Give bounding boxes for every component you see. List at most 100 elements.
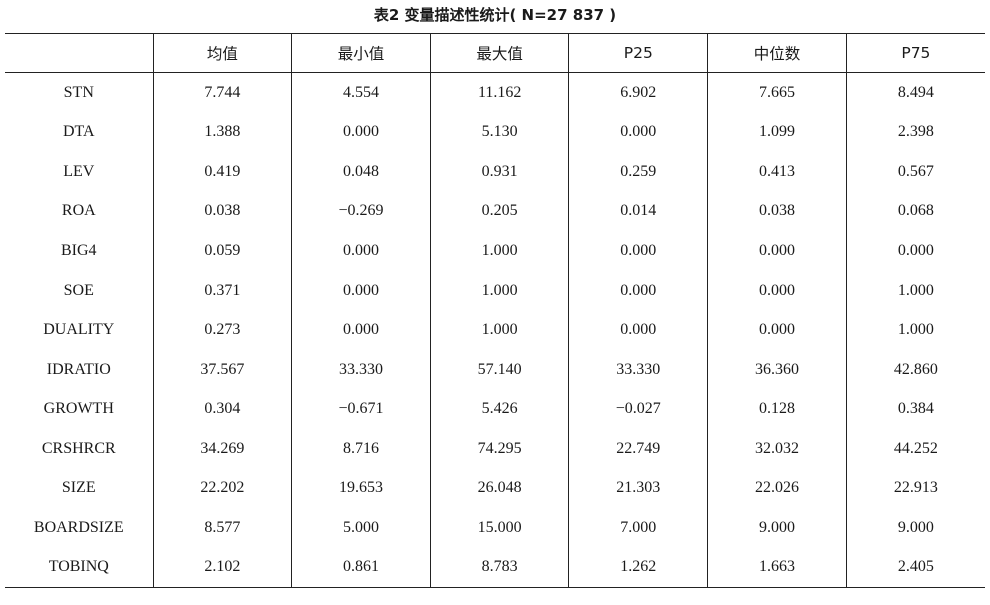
- table-cell: 0.567: [845, 152, 985, 192]
- variable-name-cell: DTA: [62, 123, 95, 141]
- table-cell: 0.861: [291, 547, 431, 589]
- header-cell: P25: [568, 33, 708, 73]
- table-cell: 22.913: [845, 468, 985, 509]
- table-body: STN 7.744 4.554 11.162 6.902 7.665 8.494 DTA 1.3…: [5, 72, 985, 589]
- table-cell: 0.000: [291, 112, 431, 153]
- header-cell: 最小值: [291, 33, 431, 73]
- table-cell: 0.000: [568, 231, 708, 271]
- table-cell: 11.162: [429, 72, 569, 113]
- table-cell: 7.665: [707, 72, 847, 113]
- table-header-row: 均值 最小值 最大值 P25 中位数 P75: [5, 33, 985, 73]
- table-cell: 32.032: [707, 428, 847, 469]
- table-cell: 9.000: [845, 508, 985, 548]
- table-cell: 0.014: [568, 191, 708, 232]
- table-row: DTA 1.388 0.000 5.130 0.000 1.099 2.398: [5, 112, 985, 153]
- table-cell: 8.716: [291, 428, 431, 469]
- table-row: SIZE 22.202 19.653 26.048 21.303 22.026 22.913: [5, 468, 985, 509]
- variable-name-cell: LEV: [63, 162, 95, 180]
- table-cell: 0.000: [707, 231, 847, 271]
- table-cell: 74.295: [429, 428, 569, 469]
- table-cell: 15.000: [429, 508, 569, 548]
- table-cell: 22.749: [568, 428, 708, 469]
- table-cell: 0.000: [291, 270, 431, 311]
- table-row: ROA 0.038 −0.269 0.205 0.014 0.038 0.068: [5, 191, 985, 232]
- table-cell: 21.303: [568, 468, 708, 509]
- table-cell: 1.388: [152, 112, 292, 153]
- table-cell: 1.000: [845, 310, 985, 350]
- table-cell: 22.202: [152, 468, 292, 509]
- table-row: IDRATIO 37.567 33.330 57.140 33.330 36.360 42.…: [5, 349, 985, 390]
- table-cell: 2.405: [845, 547, 985, 589]
- table-cell: 7.000: [568, 508, 708, 548]
- table-cell: 0.000: [707, 270, 847, 311]
- table-cell: 7.744: [152, 72, 292, 113]
- table-cell: 0.000: [568, 310, 708, 350]
- table-cell: 4.554: [291, 72, 431, 113]
- variable-name-cell: DUALITY: [43, 321, 115, 339]
- variable-name-cell: ROA: [61, 202, 96, 220]
- table-cell: 0.000: [568, 112, 708, 153]
- table-cell: 0.038: [707, 191, 847, 232]
- table-cell: 1.000: [429, 270, 569, 311]
- table-cell: 0.048: [291, 152, 431, 192]
- table-cell: 0.304: [152, 389, 292, 429]
- table-cell: 1.000: [845, 270, 985, 311]
- table-row: SOE 0.371 0.000 1.000 0.000 0.000 1.000: [5, 270, 985, 311]
- table-cell: 0.059: [152, 231, 292, 271]
- header-cell: 中位数: [707, 33, 847, 73]
- variable-name-cell: BIG4: [61, 241, 97, 259]
- header-cell: 均值: [152, 33, 292, 73]
- table-cell: 2.398: [845, 112, 985, 153]
- variable-name-cell: IDRATIO: [46, 360, 111, 378]
- variable-name-cell: BOARDSIZE: [33, 518, 124, 536]
- table-cell: 1.000: [429, 231, 569, 271]
- table-cell: 0.413: [707, 152, 847, 192]
- table-cell: 37.567: [152, 349, 292, 390]
- variable-name-cell: STN: [63, 83, 94, 101]
- table-cell: 0.000: [291, 310, 431, 350]
- table-row: CRSHRCR 34.269 8.716 74.295 22.749 32.032 44.2…: [5, 428, 985, 469]
- table-cell: 33.330: [291, 349, 431, 390]
- table-cell: 1.262: [568, 547, 708, 589]
- table-cell: 1.099: [707, 112, 847, 153]
- table-row: GROWTH 0.304 −0.671 5.426 −0.027 0.128 0.384: [5, 389, 985, 429]
- table-cell: 57.140: [429, 349, 569, 390]
- variable-name-cell: GROWTH: [43, 400, 114, 418]
- table-caption: 表2 变量描述性统计( N=27 837 ): [373, 6, 617, 24]
- table-cell: 0.068: [845, 191, 985, 232]
- table-cell: 0.273: [152, 310, 292, 350]
- table-cell: 33.330: [568, 349, 708, 390]
- table-row: TOBINQ 2.102 0.861 8.783 1.262 1.663 2.405: [5, 547, 985, 589]
- table-cell: 6.902: [568, 72, 708, 113]
- descriptive-statistics-table: 均值 最小值 最大值 P25 中位数 P75 STN 7.744 4.554 11.1…: [5, 33, 985, 589]
- table-cell: 0.000: [707, 310, 847, 350]
- table-cell: 0.038: [152, 191, 292, 232]
- table-cell: −0.269: [291, 191, 431, 232]
- table-cell: 42.860: [845, 349, 985, 390]
- table-cell: 0.419: [152, 152, 292, 192]
- table-cell: 8.783: [429, 547, 569, 589]
- table-cell: 0.000: [568, 270, 708, 311]
- table-cell: −0.027: [568, 389, 708, 429]
- table-cell: 19.653: [291, 468, 431, 509]
- table-row: BOARDSIZE 8.577 5.000 15.000 7.000 9.000 9.000: [5, 508, 985, 548]
- table-cell: 0.384: [845, 389, 985, 429]
- table-row: LEV 0.419 0.048 0.931 0.259 0.413 0.567: [5, 152, 985, 192]
- header-cell: P75: [845, 33, 985, 73]
- table-cell: 0.371: [152, 270, 292, 311]
- variable-name-cell: SOE: [63, 281, 94, 299]
- table-cell: 8.494: [845, 72, 985, 113]
- table-cell: 5.000: [291, 508, 431, 548]
- table-cell: 22.026: [707, 468, 847, 509]
- table-cell: 8.577: [152, 508, 292, 548]
- table-cell: 0.000: [845, 231, 985, 271]
- table-row: BIG4 0.059 0.000 1.000 0.000 0.000 0.000: [5, 231, 985, 271]
- table-cell: 36.360: [707, 349, 847, 390]
- header-cell: 最大值: [429, 33, 569, 73]
- table-cell: 0.931: [429, 152, 569, 192]
- table-cell: 0.128: [707, 389, 847, 429]
- header-cell: [5, 33, 154, 73]
- table-cell: 5.130: [429, 112, 569, 153]
- table-cell: 0.259: [568, 152, 708, 192]
- table-cell: 1.000: [429, 310, 569, 350]
